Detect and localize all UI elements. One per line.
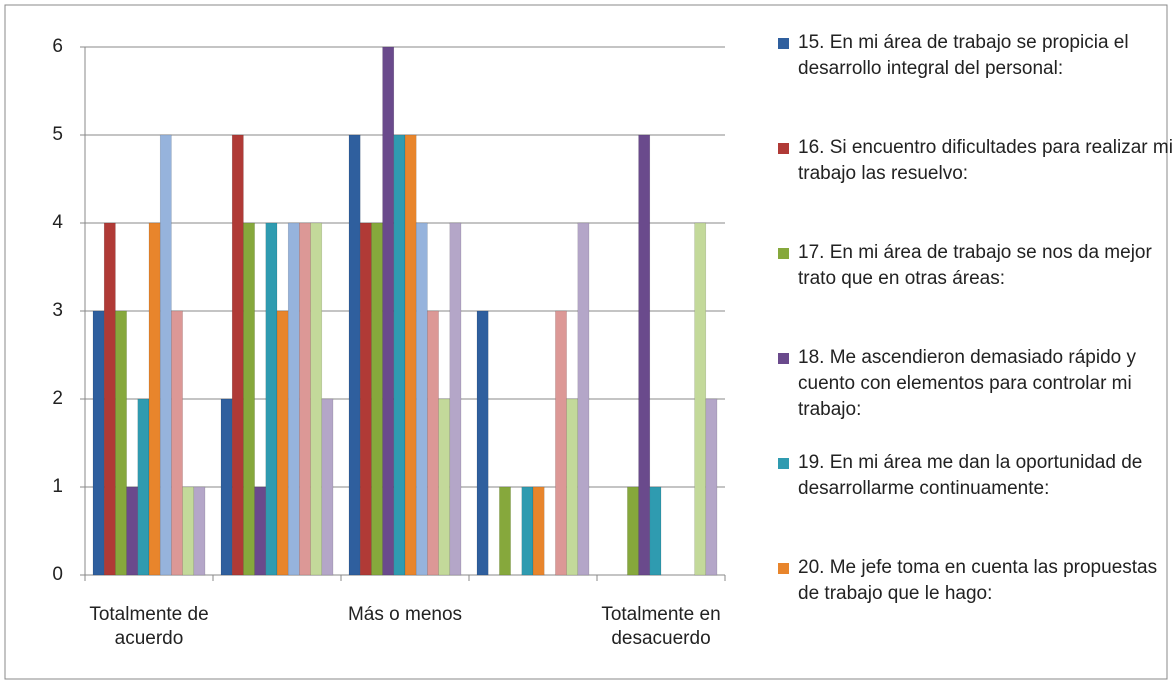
legend-entry: 20. Me jefe toma en cuenta las propuesta… (778, 555, 1174, 607)
bar (627, 486, 639, 576)
legend-label: 20. Me jefe toma en cuenta las propuesta… (798, 557, 1158, 604)
bar (404, 134, 417, 576)
x-tick-label: Más o menos (347, 604, 463, 625)
bar (566, 398, 579, 576)
bar (287, 222, 300, 576)
bar (193, 486, 206, 576)
legend-entry: 16. Si encuentro dificultades para reali… (778, 135, 1174, 187)
y-tick-label: 3 (52, 300, 63, 321)
bar (532, 486, 545, 576)
bar (449, 222, 462, 576)
bar (371, 222, 383, 576)
legend-label: 16. Si encuentro dificultades para reali… (798, 137, 1173, 184)
legend-label: 18. Me ascendieron demasiado rápido y cu… (798, 347, 1136, 420)
legend-swatch (778, 38, 789, 49)
legend-entry: 17. En mi área de trabajo se nos da mejo… (778, 240, 1174, 292)
bar (521, 486, 534, 576)
bar (321, 398, 334, 576)
bar (159, 134, 172, 576)
y-tick-label: 0 (52, 564, 63, 585)
bar (310, 222, 323, 576)
y-tick-label: 1 (52, 476, 63, 497)
bar (103, 222, 116, 576)
x-tick-label: Totalmente de acuerdo (89, 604, 209, 649)
y-tick-label: 5 (52, 124, 63, 145)
bar (649, 486, 662, 576)
legend-label: 19. En mi área me dan la oportunidad de … (798, 452, 1143, 499)
bar (638, 134, 651, 576)
bar (415, 222, 428, 576)
legend-entry: 19. En mi área me dan la oportunidad de … (778, 450, 1174, 502)
bar (555, 310, 567, 576)
bar (705, 398, 718, 576)
bar (348, 134, 361, 576)
bar (577, 222, 590, 576)
bar (148, 222, 161, 576)
x-tick-label: Totalmente en desacuerdo (601, 604, 721, 649)
bar (499, 486, 511, 576)
bar (126, 486, 139, 576)
legend-swatch (778, 458, 789, 469)
bar (265, 222, 278, 576)
bar (171, 310, 183, 576)
legend-swatch (778, 143, 789, 154)
bar (382, 46, 395, 576)
y-tick-label: 4 (52, 212, 63, 233)
legend-swatch (778, 563, 789, 574)
chart-border (4, 4, 1168, 680)
legend-entry: 15. En mi área de trabajo se propicia el… (778, 30, 1174, 82)
bar (476, 310, 489, 576)
legend-label: 15. En mi área de trabajo se propicia el… (798, 32, 1129, 79)
bar (393, 134, 406, 576)
bar (299, 222, 311, 576)
legend-entry: 18. Me ascendieron demasiado rápido y cu… (778, 345, 1174, 423)
bar (92, 310, 105, 576)
y-tick-label: 2 (52, 388, 63, 409)
bar (182, 486, 195, 576)
bar (254, 486, 267, 576)
y-tick-label: 6 (52, 36, 63, 57)
bar (115, 310, 127, 576)
bar (276, 310, 289, 576)
legend-swatch (778, 248, 789, 259)
legend-label: 17. En mi área de trabajo se nos da mejo… (798, 242, 1152, 289)
bar (694, 222, 707, 576)
legend-swatch (778, 353, 789, 364)
bar (220, 398, 233, 576)
bar (231, 134, 244, 576)
bar (243, 222, 255, 576)
bar (427, 310, 439, 576)
bar (438, 398, 451, 576)
bar (137, 398, 150, 576)
bar (359, 222, 372, 576)
